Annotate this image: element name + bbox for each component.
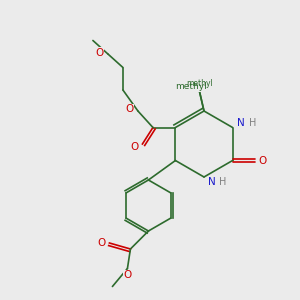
Text: O: O — [123, 270, 131, 280]
Text: H: H — [219, 177, 226, 188]
Text: O: O — [131, 142, 139, 152]
Text: N: N — [208, 177, 215, 188]
Text: O: O — [95, 47, 104, 58]
Text: N: N — [237, 118, 245, 128]
Text: methyl: methyl — [186, 79, 213, 88]
Text: H: H — [249, 118, 256, 128]
Text: methyl: methyl — [175, 82, 206, 91]
Text: O: O — [97, 238, 105, 248]
Text: O: O — [259, 155, 267, 166]
Text: O: O — [125, 104, 134, 115]
